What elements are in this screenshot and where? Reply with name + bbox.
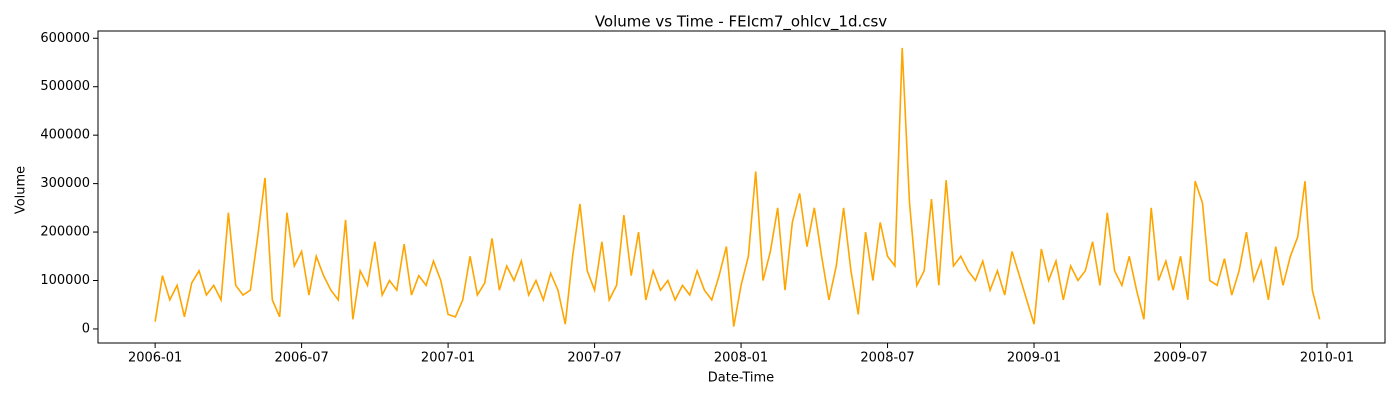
- x-tick-label: 2007-01: [421, 351, 475, 366]
- x-tick-label: 2009-01: [1007, 351, 1061, 366]
- y-tick-label: 0: [82, 321, 90, 336]
- x-tick-label: 2006-01: [128, 351, 182, 366]
- plot-frame: [97, 30, 1386, 344]
- y-tick-label: 200000: [40, 225, 90, 240]
- y-axis-label: Volume: [14, 166, 29, 214]
- line-series: [154, 47, 1321, 327]
- y-tick-label: 600000: [40, 31, 90, 46]
- y-tick-label: 100000: [40, 273, 90, 288]
- chart-title: Volume vs Time - FEIcm7_ohlcv_1d.csv: [595, 13, 887, 32]
- x-tick-label: 2009-07: [1153, 351, 1207, 366]
- x-tick-label: 2008-01: [714, 351, 768, 366]
- x-tick-label: 2008-07: [860, 351, 914, 366]
- x-tick-label: 2010-01: [1300, 351, 1354, 366]
- y-tick-label: 400000: [40, 128, 90, 143]
- x-tick-label: 2006-07: [274, 351, 328, 366]
- x-tick-label: 2007-07: [567, 351, 621, 366]
- y-tick-label: 500000: [40, 79, 90, 94]
- x-axis-label: Date-Time: [708, 371, 774, 386]
- y-tick-label: 300000: [40, 176, 90, 191]
